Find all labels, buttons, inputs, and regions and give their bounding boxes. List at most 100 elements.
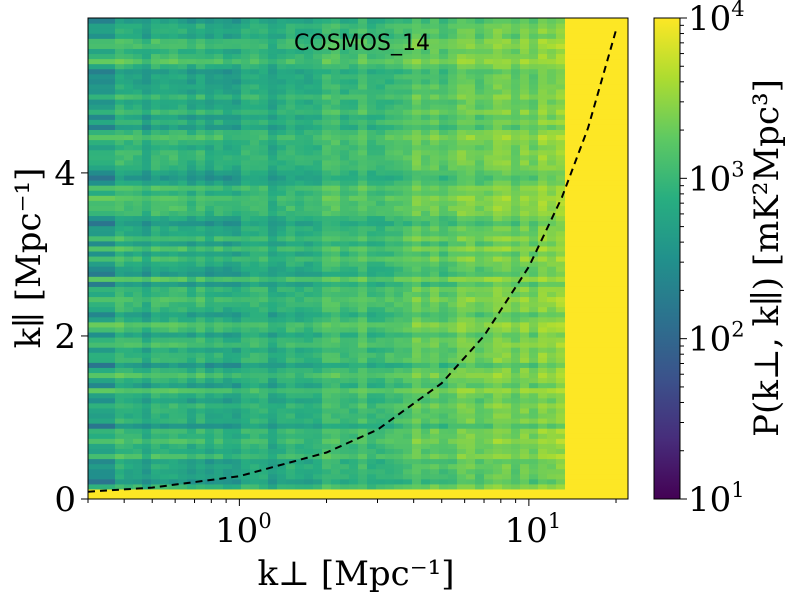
heatmap-cell [520,245,530,252]
heatmap-cell [286,316,296,323]
heatmap-cell [268,291,278,298]
heatmap-cell [430,412,440,419]
heatmap-cell [241,144,251,151]
heatmap-cell [520,352,530,358]
heatmap-cell [511,402,521,409]
heatmap-cell [205,255,215,262]
heatmap-cell [547,23,557,29]
heatmap-cell [385,463,395,470]
heatmap-cell [205,23,215,29]
heatmap-cell [322,392,332,399]
heatmap-cell [358,144,368,151]
heatmap-cell [529,139,539,146]
heatmap-cell [295,33,305,39]
heatmap-cell [430,443,440,449]
heatmap-cell [250,119,260,125]
heatmap-cell [115,392,125,399]
heatmap-cell [547,336,557,343]
heatmap-cell [403,174,413,181]
heatmap-cell [421,205,431,211]
heatmap-cell [421,433,431,439]
heatmap-cell [313,412,323,419]
heatmap-cell [493,205,503,211]
heatmap-cell [448,28,458,34]
heatmap-cell [502,387,512,394]
heatmap-cell [493,402,503,409]
heatmap-cell [331,397,341,404]
heatmap-cell [313,180,323,186]
heatmap-cell [250,261,260,267]
heatmap-cell [268,387,278,394]
heatmap-cell [502,417,512,424]
heatmap-cell [268,18,278,24]
heatmap-cell [403,159,413,166]
heatmap-cell [106,483,116,490]
heatmap-cell [241,483,251,490]
heatmap-cell [520,169,530,176]
heatmap-cell [403,311,413,318]
heatmap-cell [466,483,476,490]
heatmap-cell [304,210,314,217]
heatmap-cell [349,119,359,125]
heatmap-cell [214,240,224,247]
heatmap-cell [511,382,521,389]
heatmap-cell [520,63,530,70]
heatmap-cell [259,230,269,237]
heatmap-cell [151,220,161,227]
heatmap-cell [178,139,188,146]
heatmap-cell [214,473,224,480]
heatmap-cell [412,433,422,439]
heatmap-cell [304,412,314,419]
heatmap-cell [313,382,323,389]
heatmap-cell [385,493,395,499]
heatmap-cell [250,129,260,136]
heatmap-cell [556,301,566,308]
heatmap-cell [367,93,377,100]
heatmap-cell [340,53,350,60]
heatmap-cell [151,68,161,75]
heatmap-cell [547,438,557,444]
heatmap-cell [529,83,539,90]
heatmap-cell [97,296,107,303]
heatmap-cell [313,261,323,267]
heatmap-cell [187,139,197,146]
heatmap-cell [430,407,440,414]
heatmap-cell [286,109,296,115]
heatmap-cell [448,240,458,247]
heatmap-cell [277,407,287,414]
heatmap-cell [520,407,530,414]
heatmap-cell [421,407,431,414]
heatmap-cell [529,372,539,379]
heatmap-cell [538,321,548,328]
heatmap-cell [412,73,422,80]
heatmap-cell [286,362,296,368]
heatmap-cell [367,276,377,282]
heatmap-cell [241,53,251,60]
heatmap-cell [214,443,224,449]
heatmap-cell [313,225,323,232]
heatmap-cell [133,169,143,176]
heatmap-cell [538,443,548,449]
heatmap-cell [394,58,404,65]
heatmap-cell [466,139,476,146]
heatmap-cell [502,119,512,125]
heatmap-cell [106,88,116,95]
heatmap-cell [142,99,152,105]
heatmap-cell [304,68,314,75]
heatmap-cell [133,174,143,181]
heatmap-cell [349,78,359,85]
heatmap-cell [502,73,512,80]
heatmap-cell [241,68,251,75]
heatmap-cell [331,119,341,125]
heatmap-cell [403,109,413,115]
heatmap-cell [241,119,251,125]
heatmap-cell [133,124,143,130]
heatmap-cell [367,347,377,353]
heatmap-cell [439,402,449,409]
heatmap-cell [547,276,557,282]
heatmap-cell [349,488,359,495]
heatmap-cell [205,68,215,75]
heatmap-cell [340,286,350,293]
heatmap-cell [160,286,170,293]
heatmap-cell [457,104,467,110]
